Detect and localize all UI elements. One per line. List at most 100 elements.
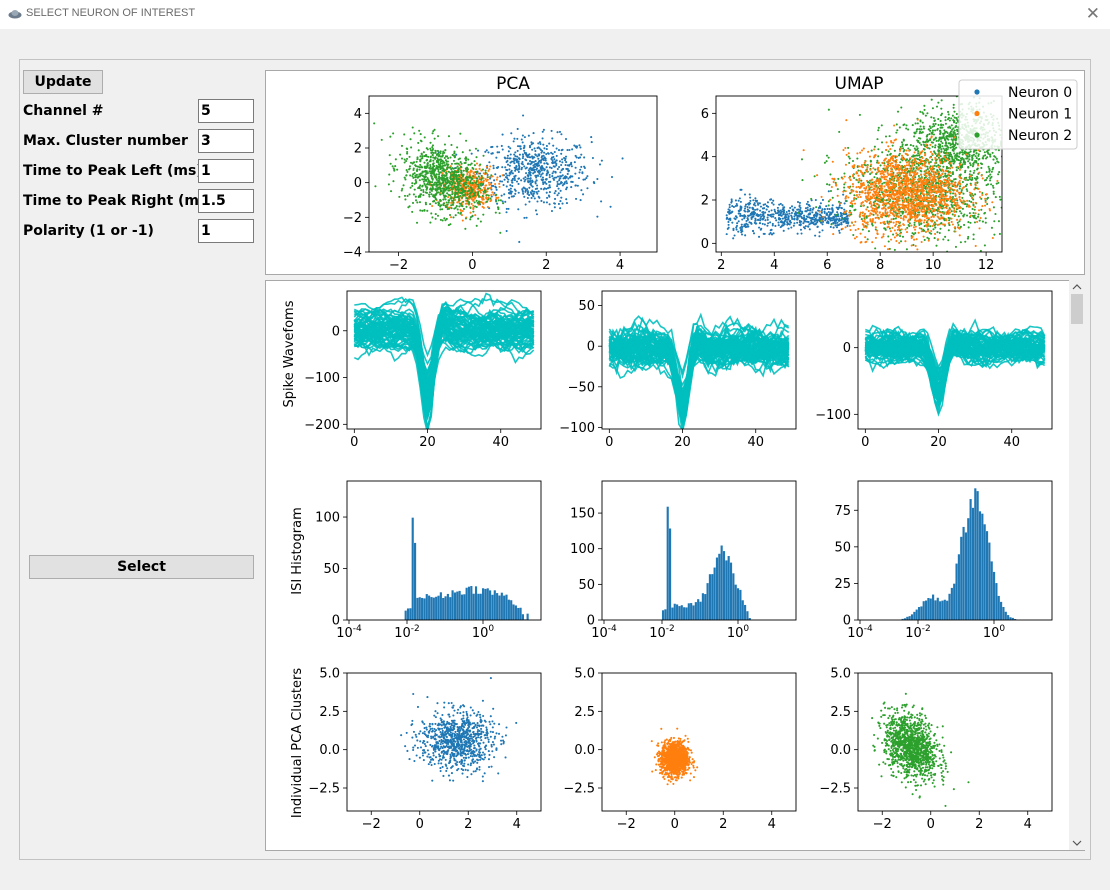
umap-point (939, 119, 942, 123)
pca-point (439, 189, 442, 192)
umap-point (855, 235, 858, 238)
umap-point (956, 152, 959, 155)
umap-point (940, 123, 943, 126)
umap-point (871, 218, 875, 221)
close-icon[interactable]: ✕ (1085, 4, 1100, 24)
pca-point (408, 167, 411, 170)
umap-point (880, 141, 884, 144)
pca-point (506, 157, 509, 160)
umap-point (944, 119, 947, 122)
pca-point (413, 172, 416, 175)
pca-point (609, 205, 612, 208)
pca-point (492, 164, 495, 167)
umap-point (877, 217, 881, 220)
umap-point (831, 219, 834, 222)
umap-point (910, 224, 913, 227)
umap-point (874, 172, 878, 176)
pca-point (465, 178, 468, 182)
umap-point (755, 214, 758, 217)
pca-point (461, 205, 464, 208)
umap-point (942, 165, 945, 168)
field-input[interactable] (198, 219, 254, 243)
umap-point (878, 204, 881, 207)
pca-point (534, 187, 537, 191)
umap-point (777, 221, 780, 224)
pca-point (409, 174, 412, 177)
field-input[interactable] (198, 189, 254, 213)
pca-point (501, 133, 504, 136)
pca-point (536, 200, 539, 203)
pca-point (436, 167, 439, 170)
pca-point (560, 196, 563, 199)
pca-point (460, 166, 463, 169)
pca-point (452, 201, 455, 204)
pca-point (486, 187, 490, 190)
umap-point (909, 167, 912, 170)
umap-point (780, 210, 783, 213)
pca-point (518, 157, 521, 160)
pca-point (497, 208, 500, 211)
umap-point (931, 158, 934, 161)
pca-point (532, 164, 535, 167)
pca-point (441, 162, 444, 165)
pca-point (550, 156, 554, 159)
umap-point (820, 211, 823, 214)
umap-point (973, 169, 976, 172)
umap-point (825, 160, 828, 163)
umap-point (837, 177, 840, 180)
select-button[interactable]: Select (29, 555, 254, 579)
umap-point (899, 176, 902, 179)
pca-point (544, 159, 547, 162)
pca-point (457, 162, 460, 165)
pca-point (479, 172, 482, 175)
umap-point (918, 154, 921, 157)
umap-point (785, 210, 788, 214)
pca-point (542, 181, 545, 184)
pca-point (448, 189, 451, 192)
umap-point (746, 223, 749, 226)
umap-point (829, 173, 832, 176)
field-input[interactable] (198, 129, 254, 153)
pca-point (427, 180, 430, 184)
umap-point (980, 197, 983, 200)
pca-point (556, 183, 559, 186)
pca-point (566, 148, 569, 152)
umap-point (972, 198, 975, 201)
pca-point (374, 185, 377, 188)
field-input[interactable] (198, 159, 254, 183)
umap-point (827, 200, 830, 203)
pca-point (412, 161, 415, 164)
umap-point (866, 206, 869, 209)
umap-point (793, 217, 796, 220)
pca-point (550, 151, 553, 154)
update-button[interactable]: Update (23, 70, 103, 94)
umap-point (886, 248, 890, 251)
umap-point (931, 107, 934, 110)
pca-point (436, 149, 439, 152)
pca-point (456, 196, 459, 199)
pca-point (469, 181, 472, 185)
umap-point (962, 214, 965, 217)
umap-point (809, 216, 812, 220)
umap-point (919, 137, 922, 140)
pca-point (493, 179, 496, 182)
pca-point (411, 201, 415, 205)
umap-point (914, 225, 917, 228)
umap-point (852, 176, 856, 180)
pca-point (458, 188, 461, 191)
x-tick-label: 12 (978, 258, 995, 273)
pca-point (541, 130, 544, 133)
umap-point (823, 161, 826, 164)
umap-point (737, 212, 740, 215)
pca-point (533, 156, 536, 159)
umap-point (918, 141, 921, 145)
umap-point (851, 159, 855, 163)
umap-point (807, 225, 810, 228)
field-input[interactable] (198, 99, 254, 123)
pca-point (461, 191, 464, 194)
umap-point (940, 148, 943, 151)
pca-point (455, 162, 458, 165)
pca-point (444, 206, 448, 209)
pca-point (512, 140, 515, 143)
umap-point (931, 141, 934, 144)
